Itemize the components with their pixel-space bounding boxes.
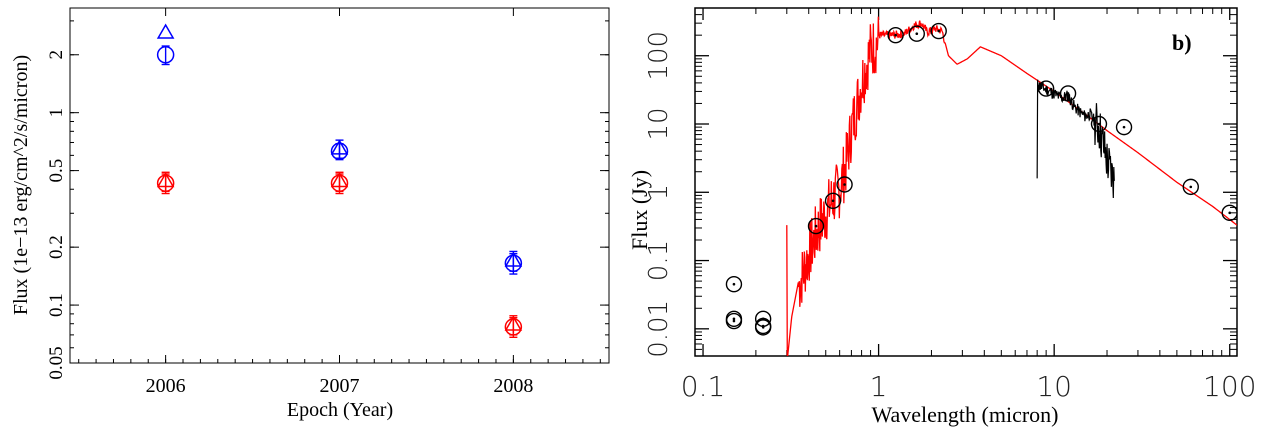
right-y-tick-label: 1: [644, 184, 674, 201]
photometry-marker-center: [732, 317, 736, 321]
photometry-marker: [1059, 85, 1077, 102]
right-y-tick-label: 0.01: [644, 300, 674, 358]
photometry-marker-center: [894, 33, 897, 37]
photometry-marker-center: [1066, 92, 1070, 95]
panel-label-b: b): [1172, 30, 1192, 55]
left-circle-marker: [504, 254, 523, 272]
left-x-tick-label: 2008: [493, 375, 533, 397]
photometry-marker: [887, 26, 904, 44]
right-x-tick-label: 10: [1036, 370, 1072, 403]
right-x-axis-label: Wavelength (micron): [872, 402, 1059, 427]
photometry-marker-center: [1189, 185, 1193, 189]
photometry-marker: [725, 276, 743, 293]
photometry-points: [725, 22, 1237, 336]
right-x-tick-label: 100: [1203, 370, 1256, 403]
photometry-marker-center: [732, 319, 736, 323]
photometry-marker: [1221, 204, 1237, 222]
photometry-marker-center: [732, 282, 736, 286]
photometry-marker-center: [1044, 87, 1048, 90]
left-y-tick-label: 0.05: [46, 346, 67, 379]
right-y-axis-label: Flux (Jy): [627, 170, 652, 250]
photometry-marker: [824, 192, 842, 210]
left-y-tick-label: 0.2: [46, 235, 67, 259]
left-circle-marker: [330, 174, 349, 192]
photometry-marker: [908, 25, 925, 42]
photometry-marker-center: [1097, 122, 1101, 126]
photometry-marker-center: [937, 29, 941, 33]
photometry-marker-center: [831, 199, 835, 203]
right-plot-area: [725, 16, 1237, 356]
observed-spectrum-line: [1036, 79, 1115, 199]
left-triangle-marker: [156, 23, 175, 39]
left-x-axis-label: Epoch (Year): [287, 399, 393, 421]
photometry-marker: [836, 176, 853, 193]
photometry-marker-center: [1122, 125, 1126, 129]
photometry-marker-center: [761, 326, 765, 329]
photometry-marker: [930, 22, 947, 40]
left-circle-marker: [156, 174, 175, 192]
left-y-axis-label: Flux (1e−13 erg/cm^2/s/micron): [10, 55, 32, 315]
left-y-tick-label: 2: [46, 50, 67, 60]
left-x-ticks: 2006 2007 2008: [78, 8, 601, 397]
right-y-ticks: 0.01 0.1 1 10 100: [644, 7, 1237, 358]
right-x-tick-label: 0.1: [681, 370, 726, 403]
left-y-tick-label: 0.1: [46, 293, 67, 317]
photometry-marker-center: [915, 32, 919, 36]
left-x-tick-label: 2007: [320, 375, 360, 397]
photometry-marker: [1090, 115, 1108, 133]
left-circle-marker: [156, 46, 175, 64]
photometry-marker-center: [814, 224, 818, 228]
right-y-tick-label: 100: [644, 31, 674, 81]
photometry-marker-center: [1228, 211, 1232, 215]
model-sed-line: [786, 16, 1237, 356]
left-x-tick-label: 2006: [146, 375, 186, 397]
left-panel: 2006 2007 2008 0.05 0.1 0.2 0.5 1 2 Epoch (Year…: [10, 7, 610, 421]
photometry-marker-center: [843, 183, 846, 186]
photometry-marker: [1115, 118, 1133, 136]
right-x-ticks: 0.1 1 10 100: [681, 8, 1256, 403]
photometry-marker: [725, 312, 743, 330]
photometry-marker: [1182, 178, 1199, 196]
right-y-tick-label: 10: [644, 107, 674, 140]
left-y-ticks: 0.05 0.1 0.2 0.5 1 2: [46, 20, 609, 380]
photometry-marker: [754, 319, 772, 336]
left-circle-marker: [330, 142, 349, 161]
right-x-tick-label: 1: [870, 370, 888, 403]
photometry-marker: [807, 217, 825, 235]
right-plot-frame: [694, 7, 1238, 357]
left-y-tick-label: 0.5: [46, 159, 67, 183]
right-y-tick-label: 0.1: [644, 240, 674, 281]
photometry-marker: [1037, 80, 1055, 97]
left-data-marks: [156, 23, 523, 339]
left-circle-marker: [504, 318, 523, 336]
left-y-tick-label: 1: [46, 108, 67, 118]
